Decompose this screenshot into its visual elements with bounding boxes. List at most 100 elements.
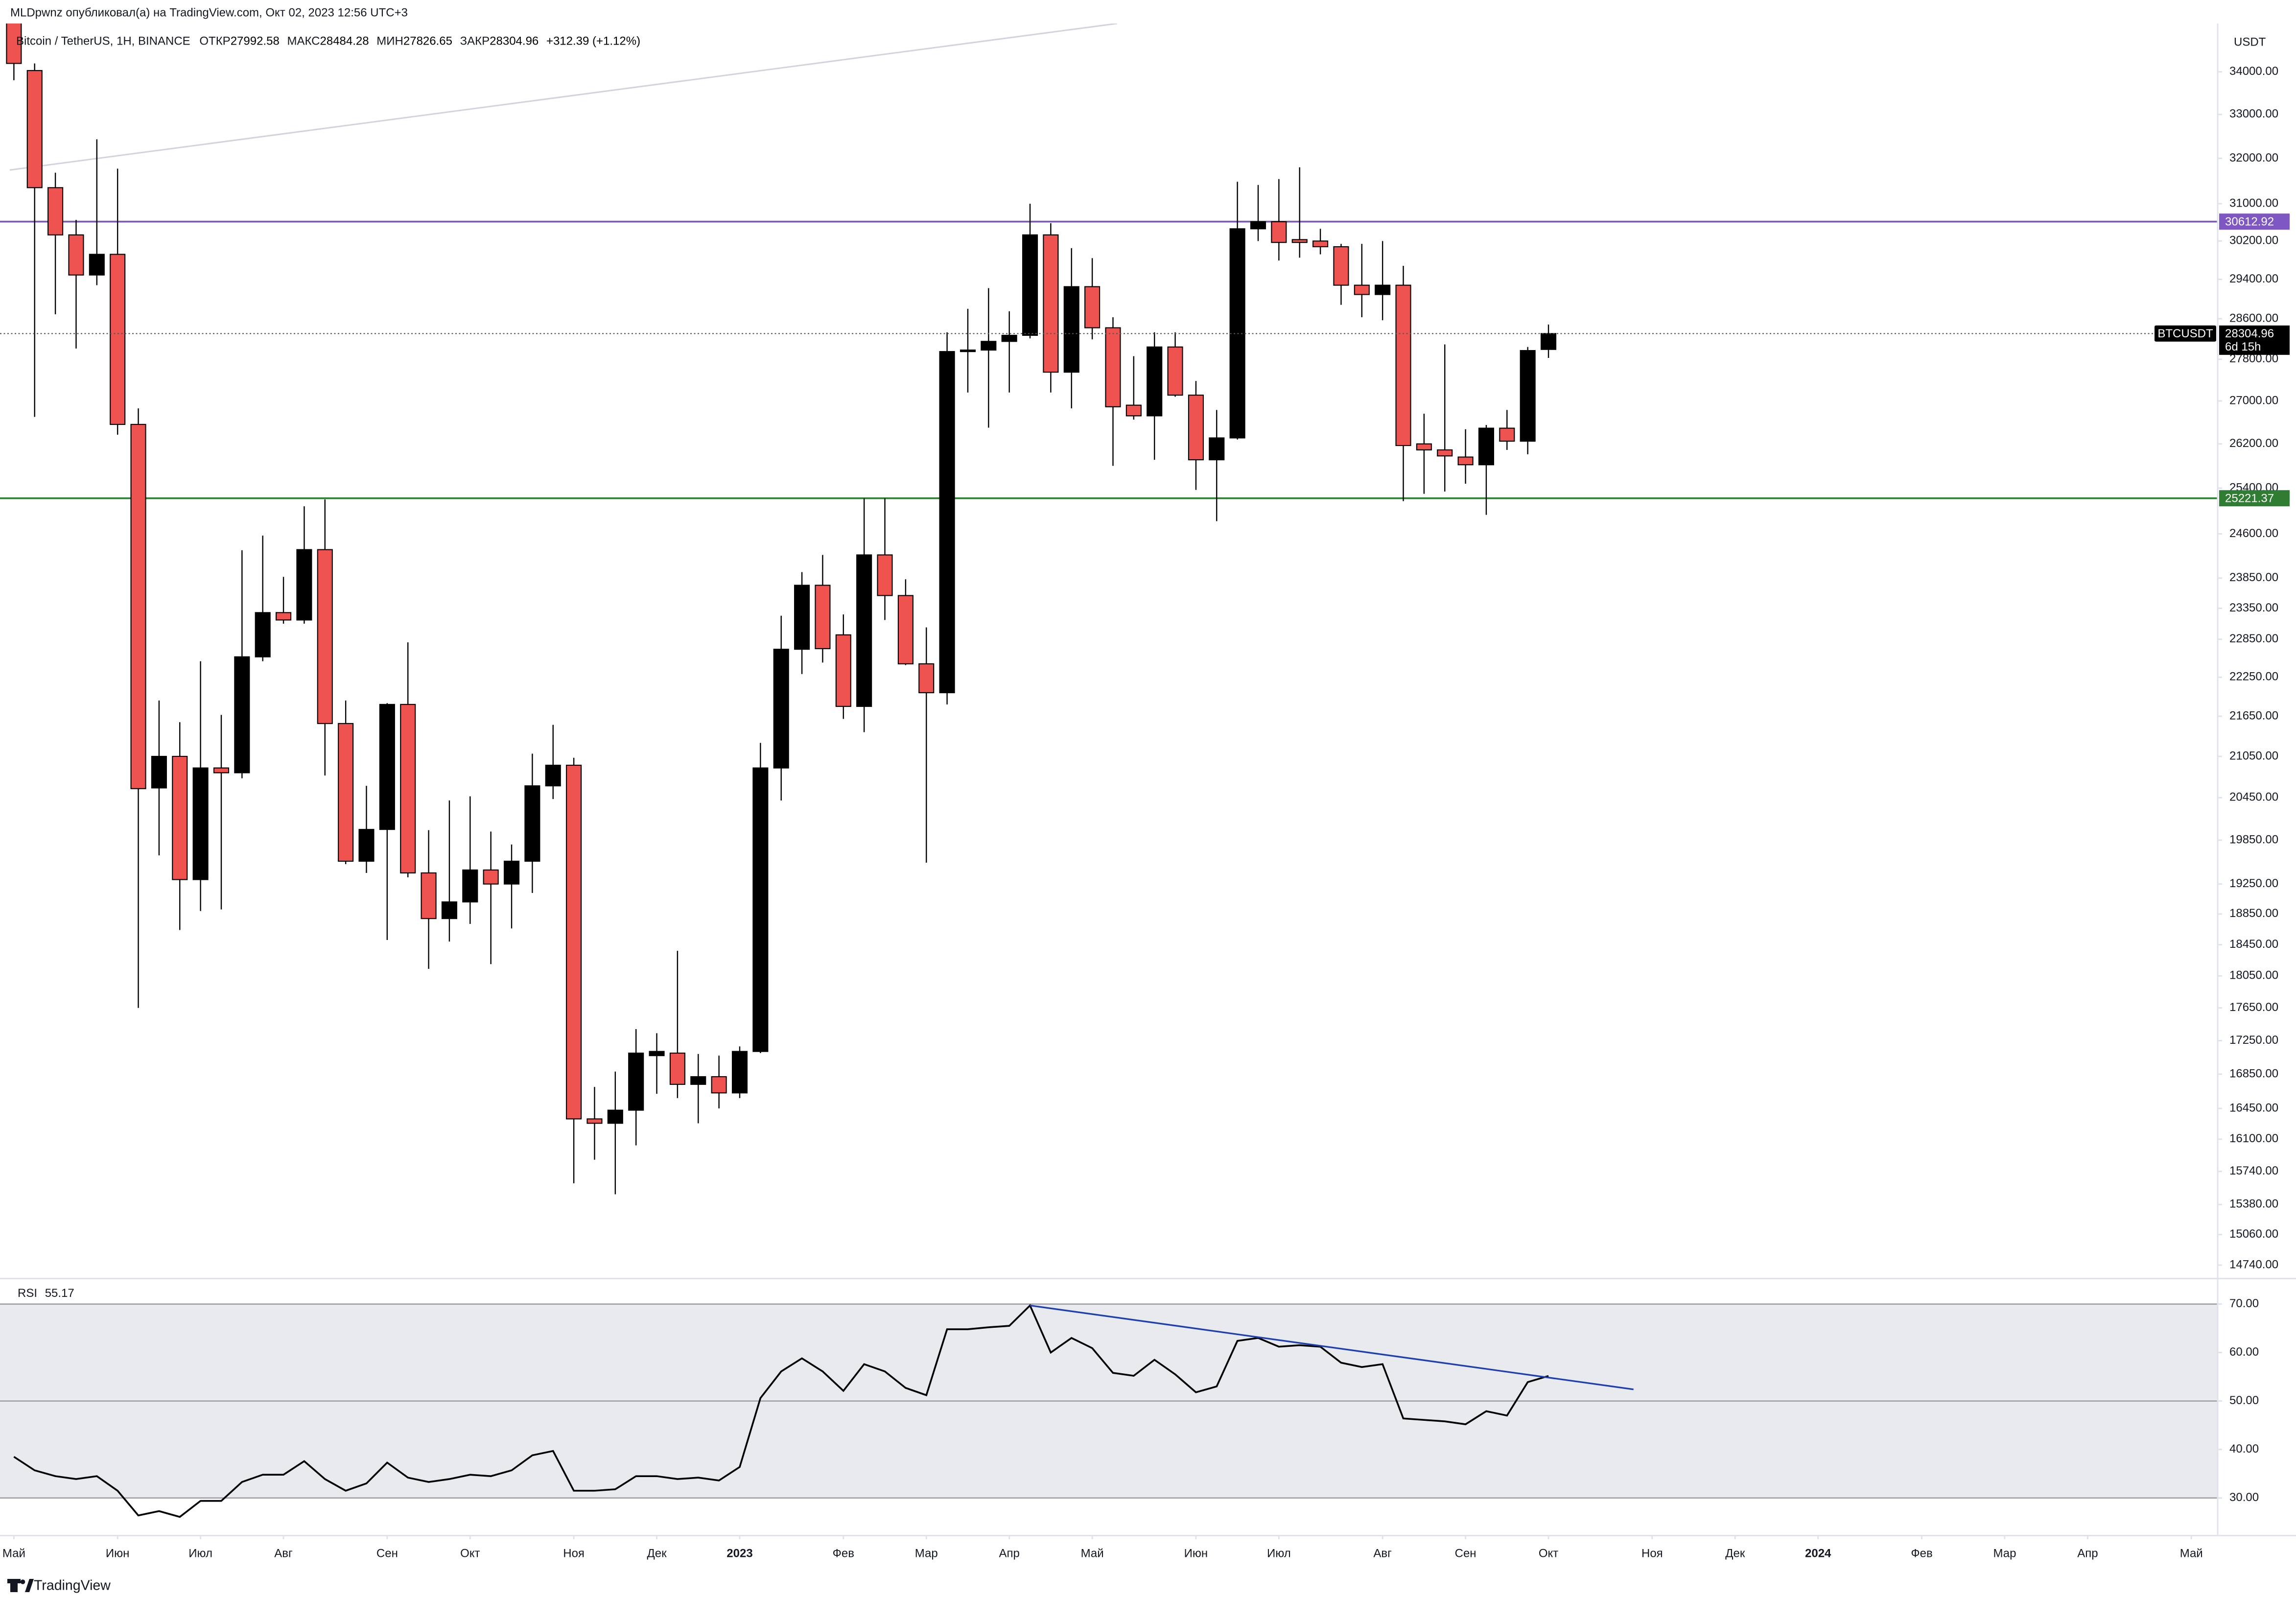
y-tick-label: 23850.00: [2229, 571, 2278, 584]
candle-body: [1520, 350, 1536, 442]
ohlc-label: ОТКР: [199, 35, 230, 48]
x-tick-label: 2024: [1805, 1547, 1831, 1560]
symbol-title: Bitcoin / TetherUS, 1H, BINANCE: [16, 35, 190, 48]
x-tick-label: Июл: [1267, 1547, 1291, 1560]
x-tick-label: 2023: [726, 1547, 752, 1560]
ohlc-value: 27826.65: [403, 35, 452, 48]
x-tick-label: Апр: [999, 1547, 1019, 1560]
candle-body: [1395, 284, 1411, 446]
last-price-tag: [2219, 325, 2290, 355]
x-tick-label: Май: [2, 1547, 25, 1560]
candle-body: [1063, 286, 1079, 373]
x-tick-label: Фев: [1911, 1547, 1932, 1560]
y-tick-label: 18450.00: [2229, 938, 2278, 951]
ohlc-label: ЗАКР: [460, 35, 490, 48]
candle-body: [503, 861, 520, 885]
candle-body: [711, 1076, 727, 1094]
symbol-tag-label: BTCUSDT: [2157, 327, 2213, 340]
y-tick-label: 15060.00: [2229, 1227, 2278, 1241]
candle-body: [1540, 333, 1557, 350]
tradingview-logo: [7, 1579, 34, 1592]
candle-body: [607, 1109, 623, 1124]
ohlc-value: 28304.96: [490, 35, 539, 48]
candle-body: [877, 554, 893, 596]
candle-body: [1188, 395, 1204, 461]
ohlc-label: МИН: [376, 35, 403, 48]
y-tick-label: 15380.00: [2229, 1198, 2278, 1211]
axis-currency: USDT: [2234, 35, 2266, 48]
candle-body: [421, 872, 437, 919]
candle-body: [1437, 449, 1453, 457]
candle-body: [1354, 284, 1370, 295]
candle-body: [1147, 346, 1163, 417]
rsi-line: [13, 1304, 1549, 1518]
x-tick-label: Мар: [1993, 1547, 2016, 1560]
y-tick-label: 31000.00: [2229, 196, 2278, 210]
level-tag-label: 25221.37: [2225, 492, 2274, 505]
candle-body: [586, 1118, 603, 1124]
candle-body: [441, 901, 457, 919]
x-tick-label: Апр: [2077, 1547, 2098, 1560]
logo-part: [7, 1579, 21, 1583]
candle-body: [628, 1052, 644, 1111]
candle-body: [6, 24, 22, 64]
x-tick-label: Сен: [1455, 1547, 1476, 1560]
x-tick-label: Мар: [915, 1547, 938, 1560]
x-tick-label: Окт: [460, 1547, 480, 1560]
y-tick-label: 18850.00: [2229, 907, 2278, 920]
candle-body: [835, 634, 851, 707]
candle-body: [379, 704, 395, 830]
candle-body: [1375, 284, 1391, 295]
publish-header: MLDpwnz опубликовал(а) на TradingView.co…: [10, 6, 408, 19]
candle-body: [690, 1076, 706, 1085]
x-tick-label: Дек: [647, 1547, 667, 1560]
candle-body: [276, 612, 292, 621]
candle-body: [1478, 427, 1495, 466]
candle-body: [462, 869, 478, 903]
y-tick-label: 17650.00: [2229, 1001, 2278, 1014]
rsi-value: 55.17: [45, 1287, 74, 1300]
candle-body: [794, 585, 810, 650]
candle-body: [358, 829, 375, 862]
candle-body: [731, 1051, 748, 1094]
y-tick-label: 18050.00: [2229, 969, 2278, 982]
candle-body: [649, 1051, 665, 1057]
candle-body: [1457, 456, 1474, 466]
y-tick-label: 22250.00: [2229, 670, 2278, 683]
rsi-tick-label: 40.00: [2229, 1442, 2259, 1456]
last-price-label: 28304.96: [2225, 327, 2274, 340]
candle-body: [234, 656, 250, 774]
candle-body: [1043, 234, 1059, 373]
x-tick-label: Авг: [1373, 1547, 1392, 1560]
y-tick-label: 20450.00: [2229, 791, 2278, 804]
symbol-tag: [2155, 325, 2217, 342]
candle-body: [1499, 427, 1515, 442]
y-tick-label: 14740.00: [2229, 1258, 2278, 1271]
countdown-label: 6d 15h: [2225, 340, 2261, 353]
y-tick-label: 29400.00: [2229, 272, 2278, 285]
logo-part: [25, 1579, 34, 1592]
ohlc-value: 27992.58: [231, 35, 280, 48]
candle-body: [89, 254, 105, 276]
candle-body: [1271, 221, 1287, 243]
y-tick-label: 26200.00: [2229, 437, 2278, 450]
y-tick-label: 21650.00: [2229, 709, 2278, 722]
candle-body: [172, 755, 188, 880]
candle-body: [1209, 437, 1225, 461]
candle-body: [1250, 221, 1266, 230]
candle-body: [773, 649, 789, 769]
rsi-tick-label: 70.00: [2229, 1297, 2259, 1310]
candle-body: [1167, 346, 1183, 396]
x-tick-label: Ноя: [1641, 1547, 1663, 1560]
candle-body: [939, 351, 955, 693]
candle-body: [1022, 234, 1038, 336]
ohlc-label: МАКС: [287, 35, 320, 48]
x-tick-label: Окт: [1539, 1547, 1558, 1560]
candle-body: [960, 349, 976, 352]
candle-body: [752, 767, 769, 1052]
x-tick-label: Май: [1081, 1547, 1104, 1560]
change-value: +312.39 (+1.12%): [546, 35, 640, 48]
candle-body: [255, 612, 271, 658]
candle-body: [110, 254, 126, 425]
